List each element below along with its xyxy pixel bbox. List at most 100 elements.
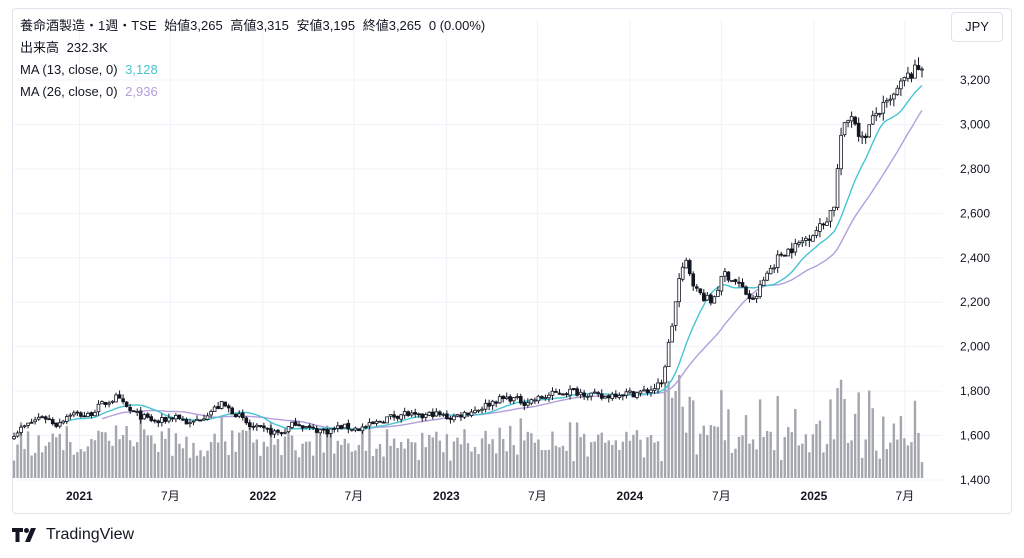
x-tick-label: 2023 <box>433 489 460 503</box>
candle-up <box>536 395 541 402</box>
x-tick-label: 2024 <box>617 489 644 503</box>
volume-pane <box>12 374 924 478</box>
volume-bar <box>65 426 68 478</box>
candle-up <box>455 414 460 417</box>
candle-up <box>635 392 639 398</box>
candle-up <box>870 115 875 125</box>
candle-down <box>297 424 301 427</box>
candle-up <box>712 296 717 304</box>
candle-down <box>226 405 231 409</box>
volume-bar <box>597 434 600 478</box>
volume-bar <box>26 431 30 478</box>
volume-bar <box>403 448 406 478</box>
candle-up <box>353 427 358 431</box>
ma26-legend-row[interactable]: MA (26, close, 0) 2,936 <box>20 81 489 103</box>
volume-bar <box>361 431 364 478</box>
volume-bar <box>505 451 508 478</box>
volume-bar <box>220 417 223 478</box>
volume-bar <box>533 442 537 478</box>
volume-bar <box>100 431 104 478</box>
volume-bar <box>487 444 491 478</box>
currency-button[interactable]: JPY <box>951 12 1003 42</box>
candle-down <box>145 413 150 418</box>
volume-bar <box>364 450 368 478</box>
ma13-legend-row[interactable]: MA (13, close, 0) 3,128 <box>20 59 489 81</box>
tradingview-logo[interactable]: TradingView <box>12 526 134 544</box>
volume-bar <box>501 439 505 478</box>
volume-bar <box>473 446 477 478</box>
volume-bar <box>125 426 128 478</box>
volume-bar <box>660 460 663 478</box>
volume-bar <box>262 441 266 478</box>
candle-up <box>652 388 657 391</box>
candle-up <box>642 389 646 392</box>
volume-bar <box>604 442 607 478</box>
candle-down <box>575 388 579 396</box>
volume-bar <box>139 417 142 478</box>
candle-up <box>849 116 854 122</box>
volume-bar <box>769 431 772 478</box>
volume-bar <box>40 452 44 478</box>
candle-up <box>483 402 488 410</box>
candle-down <box>332 427 337 430</box>
volume-bar <box>818 420 822 478</box>
candle-up <box>638 390 643 394</box>
candle-down <box>561 393 565 396</box>
volume-bar <box>389 445 392 478</box>
volume-bar <box>23 449 26 478</box>
candle-down <box>293 421 298 426</box>
ma26-layer <box>101 110 923 430</box>
volume-bar <box>628 440 632 478</box>
candle-down <box>614 393 618 398</box>
volume-bar <box>150 435 153 478</box>
candle-down <box>518 395 523 404</box>
candle-up <box>100 401 104 405</box>
candle-down <box>75 411 80 414</box>
volume-bar <box>33 452 37 478</box>
candle-up <box>61 420 66 424</box>
symbol-title[interactable]: 養命酒製造・1週・TSE <box>20 18 157 33</box>
candle-down <box>621 394 625 397</box>
volume-bar <box>318 435 322 478</box>
candle-down <box>698 288 703 294</box>
volume-bar <box>195 455 199 478</box>
candle-down <box>406 411 410 417</box>
volume-bar <box>93 440 97 478</box>
candle-down <box>314 427 319 433</box>
candle-up <box>666 342 671 367</box>
candle-up <box>237 413 242 417</box>
volume-bar <box>30 455 33 478</box>
volume-bar <box>614 440 618 478</box>
volume-bar <box>382 456 385 478</box>
volume-bar <box>787 427 790 478</box>
volume-bar <box>611 444 614 478</box>
candle-up <box>768 267 773 275</box>
y-tick-label: 1,800 <box>960 384 990 398</box>
candle-down <box>582 392 586 397</box>
candle-up <box>96 403 101 413</box>
volume-bar <box>202 456 206 478</box>
candle-up <box>656 382 660 390</box>
candle-down <box>494 401 498 404</box>
candle-up <box>547 394 551 399</box>
candle-up <box>568 388 572 396</box>
volume-bar <box>709 425 713 478</box>
volume-value: 232.3K <box>66 40 108 55</box>
candle-up <box>36 416 41 420</box>
volume-bar <box>336 440 339 478</box>
volume-bar <box>899 416 903 478</box>
chart-frame[interactable] <box>12 8 1012 514</box>
candle-down <box>54 422 59 427</box>
candle-up <box>142 414 147 420</box>
candle-down <box>177 414 182 420</box>
candle-down <box>339 425 344 430</box>
x-tick-label: 2021 <box>66 489 93 503</box>
time-axis: 2021 7月 2022 7月 2023 7月 2024 7月 2025 7月 <box>66 489 914 503</box>
volume-bar <box>294 450 297 478</box>
volume-legend-row[interactable]: 出来高 232.3K <box>20 37 489 59</box>
volume-bar <box>463 429 466 478</box>
volume-bar <box>399 441 403 478</box>
volume-bar <box>329 428 332 478</box>
volume-bar <box>706 434 709 478</box>
